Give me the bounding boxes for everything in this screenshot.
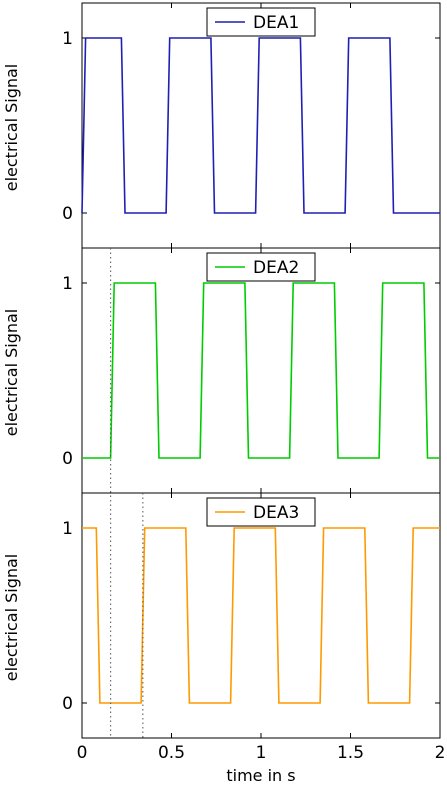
panel-frame-2 (81, 247, 441, 494)
y-tick-label-1-0: 0 (62, 204, 73, 224)
series-line-dea1 (81, 37, 440, 214)
legend-label-dea2: DEA2 (253, 258, 299, 278)
x-tick-label-1: 0.5 (158, 743, 185, 763)
y-tick-label-3-0: 0 (62, 694, 73, 714)
series-line-dea2 (82, 282, 440, 459)
y-axis-label-2: electrical Signal (2, 309, 21, 437)
y-axis-label-1: electrical Signal (2, 64, 21, 192)
y-tick-label-1-1: 1 (62, 29, 73, 49)
y-tick-label-3-1: 1 (62, 519, 73, 539)
x-tick-label-2: 1 (256, 743, 267, 763)
y-tick-label-2-1: 1 (62, 274, 73, 294)
panel-frame-3 (81, 492, 441, 739)
series-line-dea3 (82, 527, 440, 704)
legend-label-dea3: DEA3 (253, 503, 299, 523)
x-tick-label-3: 1.5 (337, 743, 364, 763)
panel-frame-1 (81, 2, 441, 249)
x-tick-label-0: 0 (77, 743, 88, 763)
x-axis-label: time in s (226, 766, 295, 785)
y-axis-label-3: electrical Signal (2, 554, 21, 682)
legend-label-dea1: DEA1 (253, 13, 299, 33)
y-tick-label-2-0: 0 (62, 449, 73, 469)
x-tick-label-4: 2 (435, 743, 446, 763)
